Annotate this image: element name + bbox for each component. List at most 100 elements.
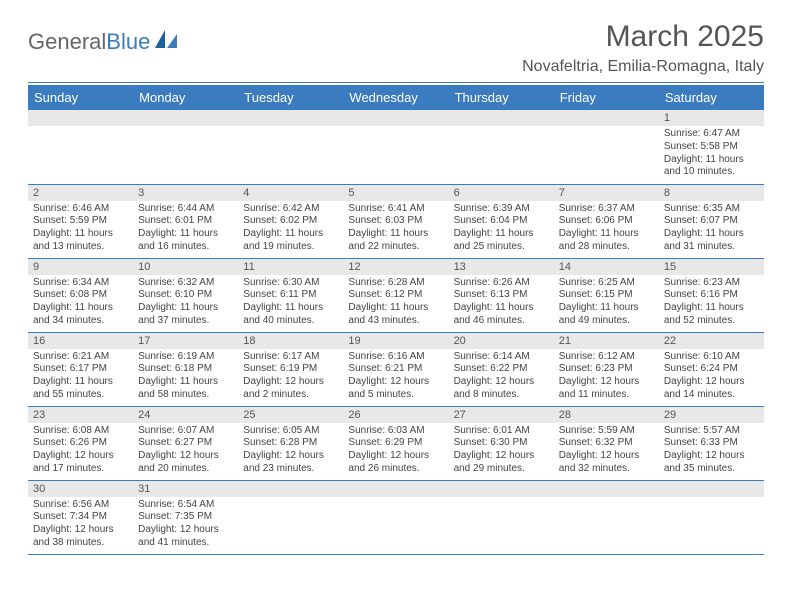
day-body: Sunrise: 6:42 AMSunset: 6:02 PMDaylight:… [238, 201, 343, 257]
calendar-day-cell: 6Sunrise: 6:39 AMSunset: 6:04 PMDaylight… [449, 184, 554, 258]
sunset-text: Sunset: 6:13 PM [454, 289, 549, 302]
day-body: Sunrise: 5:59 AMSunset: 6:32 PMDaylight:… [554, 423, 659, 479]
calendar-day-cell: 17Sunrise: 6:19 AMSunset: 6:18 PMDayligh… [133, 332, 238, 406]
sunrise-text: Sunrise: 6:37 AM [559, 203, 654, 216]
sunset-text: Sunset: 6:24 PM [664, 363, 759, 376]
day-number-empty [28, 110, 133, 126]
day-body: Sunrise: 6:14 AMSunset: 6:22 PMDaylight:… [449, 349, 554, 405]
sunrise-text: Sunrise: 6:07 AM [138, 425, 233, 438]
day-body: Sunrise: 6:12 AMSunset: 6:23 PMDaylight:… [554, 349, 659, 405]
sunrise-text: Sunrise: 6:05 AM [243, 425, 338, 438]
daylight-text-1: Daylight: 12 hours [559, 450, 654, 463]
calendar-day-cell: 30Sunrise: 6:56 AMSunset: 7:34 PMDayligh… [28, 480, 133, 554]
daylight-text-2: and 20 minutes. [138, 463, 233, 476]
day-number: 6 [449, 185, 554, 201]
sunset-text: Sunset: 7:35 PM [138, 511, 233, 524]
sunrise-text: Sunrise: 6:26 AM [454, 277, 549, 290]
day-body: Sunrise: 6:47 AMSunset: 5:58 PMDaylight:… [659, 126, 764, 182]
daylight-text-1: Daylight: 11 hours [33, 228, 128, 241]
weekday-header: Wednesday [343, 85, 448, 110]
logo-sail-icon [153, 28, 179, 50]
day-number: 14 [554, 259, 659, 275]
calendar-day-cell [554, 480, 659, 554]
day-body: Sunrise: 6:19 AMSunset: 6:18 PMDaylight:… [133, 349, 238, 405]
sunrise-text: Sunrise: 6:54 AM [138, 499, 233, 512]
title-block: March 2025 Novafeltria, Emilia-Romagna, … [522, 20, 764, 76]
calendar-day-cell: 25Sunrise: 6:05 AMSunset: 6:28 PMDayligh… [238, 406, 343, 480]
calendar-day-cell [133, 110, 238, 184]
day-number: 3 [133, 185, 238, 201]
day-number: 31 [133, 481, 238, 497]
sunrise-text: Sunrise: 6:42 AM [243, 203, 338, 216]
calendar-day-cell: 28Sunrise: 5:59 AMSunset: 6:32 PMDayligh… [554, 406, 659, 480]
calendar-day-cell: 18Sunrise: 6:17 AMSunset: 6:19 PMDayligh… [238, 332, 343, 406]
calendar-day-cell [554, 110, 659, 184]
day-body: Sunrise: 6:30 AMSunset: 6:11 PMDaylight:… [238, 275, 343, 331]
day-number: 16 [28, 333, 133, 349]
day-body: Sunrise: 6:16 AMSunset: 6:21 PMDaylight:… [343, 349, 448, 405]
sunrise-text: Sunrise: 6:39 AM [454, 203, 549, 216]
day-number: 26 [343, 407, 448, 423]
daylight-text-2: and 23 minutes. [243, 463, 338, 476]
day-number: 8 [659, 185, 764, 201]
sunrise-text: Sunrise: 6:41 AM [348, 203, 443, 216]
day-number: 30 [28, 481, 133, 497]
calendar-day-cell: 9Sunrise: 6:34 AMSunset: 6:08 PMDaylight… [28, 258, 133, 332]
sunset-text: Sunset: 7:34 PM [33, 511, 128, 524]
daylight-text-2: and 10 minutes. [664, 166, 759, 179]
calendar-day-cell: 14Sunrise: 6:25 AMSunset: 6:15 PMDayligh… [554, 258, 659, 332]
daylight-text-2: and 43 minutes. [348, 315, 443, 328]
sunrise-text: Sunrise: 6:56 AM [33, 499, 128, 512]
sunset-text: Sunset: 6:30 PM [454, 437, 549, 450]
calendar-day-cell: 29Sunrise: 5:57 AMSunset: 6:33 PMDayligh… [659, 406, 764, 480]
daylight-text-2: and 58 minutes. [138, 389, 233, 402]
sunset-text: Sunset: 6:32 PM [559, 437, 654, 450]
daylight-text-1: Daylight: 12 hours [138, 450, 233, 463]
day-number-empty [133, 110, 238, 126]
daylight-text-2: and 22 minutes. [348, 241, 443, 254]
calendar-day-cell [659, 480, 764, 554]
daylight-text-1: Daylight: 12 hours [454, 450, 549, 463]
calendar-week-row: 1Sunrise: 6:47 AMSunset: 5:58 PMDaylight… [28, 110, 764, 184]
day-body: Sunrise: 6:56 AMSunset: 7:34 PMDaylight:… [28, 497, 133, 553]
daylight-text-2: and 55 minutes. [33, 389, 128, 402]
day-number: 28 [554, 407, 659, 423]
day-number: 18 [238, 333, 343, 349]
daylight-text-1: Daylight: 11 hours [138, 376, 233, 389]
logo: GeneralBlue [28, 20, 179, 56]
daylight-text-2: and 5 minutes. [348, 389, 443, 402]
daylight-text-2: and 29 minutes. [454, 463, 549, 476]
calendar-day-cell [28, 110, 133, 184]
day-number: 1 [659, 110, 764, 126]
sunset-text: Sunset: 6:02 PM [243, 215, 338, 228]
day-number-empty [238, 481, 343, 497]
day-number: 2 [28, 185, 133, 201]
daylight-text-1: Daylight: 11 hours [664, 228, 759, 241]
daylight-text-1: Daylight: 11 hours [348, 228, 443, 241]
sunset-text: Sunset: 6:10 PM [138, 289, 233, 302]
calendar-day-cell: 7Sunrise: 6:37 AMSunset: 6:06 PMDaylight… [554, 184, 659, 258]
day-body: Sunrise: 6:41 AMSunset: 6:03 PMDaylight:… [343, 201, 448, 257]
calendar-day-cell: 22Sunrise: 6:10 AMSunset: 6:24 PMDayligh… [659, 332, 764, 406]
daylight-text-2: and 37 minutes. [138, 315, 233, 328]
daylight-text-1: Daylight: 12 hours [348, 450, 443, 463]
day-number: 5 [343, 185, 448, 201]
daylight-text-1: Daylight: 12 hours [559, 376, 654, 389]
sunset-text: Sunset: 6:33 PM [664, 437, 759, 450]
day-number-empty [554, 481, 659, 497]
day-number: 4 [238, 185, 343, 201]
daylight-text-2: and 11 minutes. [559, 389, 654, 402]
calendar-day-cell [449, 480, 554, 554]
sunrise-text: Sunrise: 6:21 AM [33, 351, 128, 364]
sunrise-text: Sunrise: 5:57 AM [664, 425, 759, 438]
weekday-header: Tuesday [238, 85, 343, 110]
sunrise-text: Sunrise: 6:16 AM [348, 351, 443, 364]
weekday-header: Friday [554, 85, 659, 110]
calendar-day-cell: 26Sunrise: 6:03 AMSunset: 6:29 PMDayligh… [343, 406, 448, 480]
sunrise-text: Sunrise: 6:34 AM [33, 277, 128, 290]
sunrise-text: Sunrise: 6:19 AM [138, 351, 233, 364]
sunset-text: Sunset: 6:06 PM [559, 215, 654, 228]
daylight-text-2: and 13 minutes. [33, 241, 128, 254]
day-body: Sunrise: 6:28 AMSunset: 6:12 PMDaylight:… [343, 275, 448, 331]
sunrise-text: Sunrise: 6:12 AM [559, 351, 654, 364]
